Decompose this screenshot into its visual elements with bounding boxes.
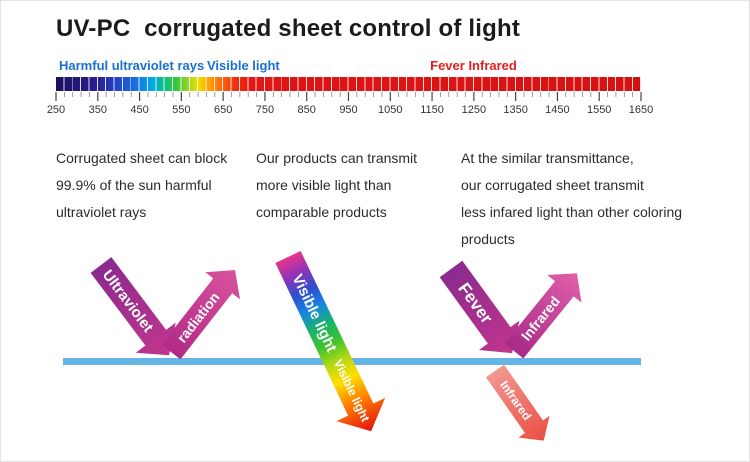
paragraph-line: At the similar transmittance,	[461, 150, 634, 166]
paragraph-visible-block: Our products can transmit more visible l…	[256, 145, 417, 226]
ruler	[55, 92, 642, 101]
tick-label: 450	[130, 104, 149, 116]
light-path-diagram: Ultraviolet radiation Visible light Visi…	[63, 251, 641, 441]
paragraph-line: Our products can transmit	[256, 150, 418, 166]
radiation-arrow: radiation	[161, 270, 241, 360]
tick-label: 250	[46, 104, 66, 116]
ultraviolet-arrow-label: Ultraviolet	[99, 267, 157, 336]
tick-label: 1050	[378, 104, 403, 116]
paragraph-line: comparable products	[256, 204, 387, 220]
tick-label: 1650	[628, 104, 654, 116]
tick-label: 350	[88, 104, 107, 116]
spectrum-bar-segments	[56, 77, 641, 91]
tick-label: 1450	[545, 104, 570, 116]
tick-label: 1150	[420, 104, 444, 116]
tick-labels: 250 350 450 550 650 750 850 950 1050 1150 1250 1350…	[1, 104, 749, 118]
paragraph-line: our corrugated sheet transmit	[461, 177, 644, 193]
paragraph-line: more visible light than	[256, 177, 392, 193]
infrared-transmitted-arrow: Infrared	[485, 364, 550, 441]
paragraph-line: 99.9% of the sun harmful	[56, 177, 212, 193]
paragraph-line: less infared light than other coloring	[461, 204, 683, 220]
visible-light-arrow: Visible light Visible light	[275, 251, 386, 432]
tick-label: 1250	[461, 104, 487, 116]
tick-label: 1350	[503, 104, 528, 116]
tick-label: 850	[297, 104, 316, 116]
tick-label: 1550	[586, 104, 612, 116]
radiation-arrow-label: radiation	[174, 289, 223, 345]
tick-label: 550	[172, 104, 191, 116]
tick-label: 950	[339, 104, 358, 116]
paragraph-infrared-block: At the similar transmittance, our corrug…	[461, 145, 682, 253]
paragraph-line: Corrugated sheet can block	[56, 150, 228, 166]
spectrum-bar	[56, 77, 641, 91]
band-label-ultraviolet: Harmful ultraviolet rays	[59, 58, 205, 73]
tick-label: 650	[213, 104, 233, 116]
paragraph-line: products	[461, 231, 515, 247]
paragraph-uv-block: Corrugated sheet can block 99.9% of the …	[56, 145, 227, 226]
band-label-infrared: Fever Infrared	[430, 58, 517, 73]
tick-label: 750	[255, 104, 275, 116]
page-title: UV-PC corrugated sheet control of light	[56, 15, 521, 42]
band-label-visible: Visible light	[207, 58, 280, 73]
paragraph-line: ultraviolet rays	[56, 204, 147, 220]
